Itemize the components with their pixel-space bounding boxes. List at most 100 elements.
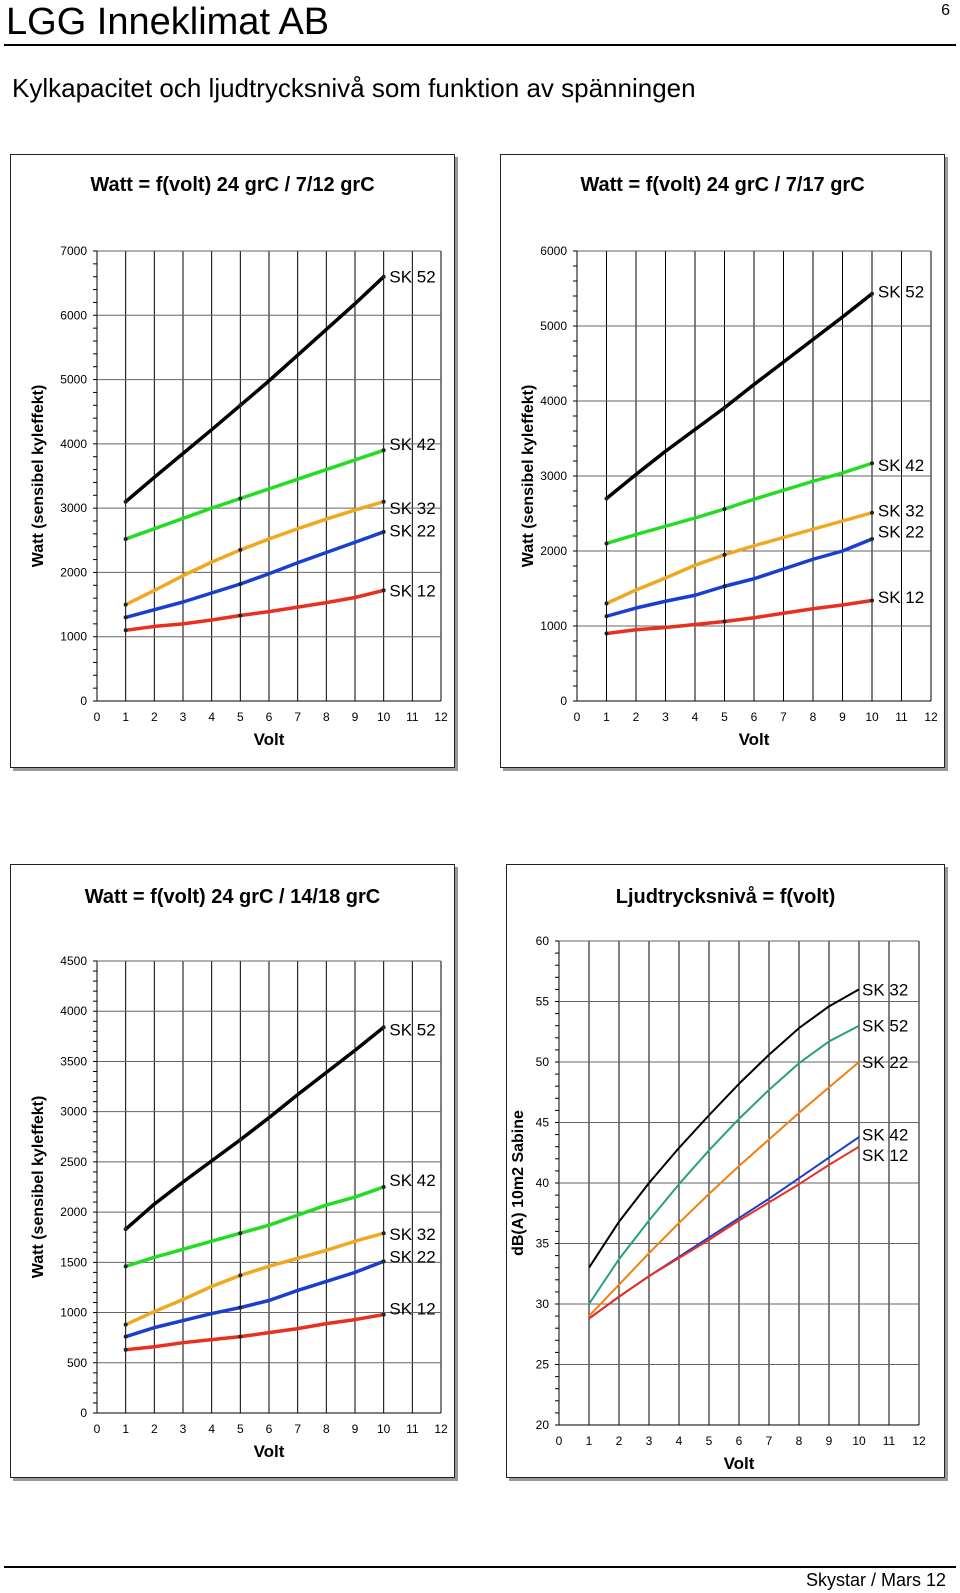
y-tick-label: 2000 <box>60 565 87 579</box>
data-point <box>604 601 609 606</box>
x-tick-label: 8 <box>323 710 330 724</box>
data-point <box>238 496 243 501</box>
series-line-sk-42 <box>125 448 385 541</box>
y-tick-label: 6000 <box>540 244 567 258</box>
x-tick-label: 9 <box>839 710 846 724</box>
series-label-sk-12: SK 12 <box>862 1146 908 1165</box>
series-label-sk-52: SK 52 <box>389 268 435 287</box>
data-point <box>123 615 128 620</box>
y-tick-label: 20 <box>536 1418 550 1432</box>
data-point <box>123 1322 128 1327</box>
data-point <box>123 628 128 633</box>
x-tick-label: 3 <box>180 1422 187 1436</box>
x-tick-label: 4 <box>676 1434 683 1448</box>
data-point <box>238 1273 243 1278</box>
y-tick-label: 3000 <box>540 469 567 483</box>
chart-4: Ljudtrycksnivå = f(volt)0 1 2 3 4 5 6 7 8 9 10 11 12… <box>510 885 926 1473</box>
page-subtitle: Kylkapacitet och ljudtrycksnivå som funk… <box>12 73 696 103</box>
data-point <box>123 602 128 607</box>
series-label-sk-22: SK 22 <box>862 1053 908 1072</box>
x-tick-label: 10 <box>865 710 879 724</box>
data-point <box>604 631 609 636</box>
y-tick-label: 4000 <box>60 1004 87 1018</box>
x-tick-label: 11 <box>406 710 419 724</box>
y-tick-label: 5000 <box>60 373 87 387</box>
series-line-sk-52 <box>124 1025 385 1231</box>
y-tick-label: 0 <box>80 694 87 708</box>
chart-title: Watt = f(volt) 24 grC / 7/17 grC <box>580 174 864 196</box>
series-label-sk-32: SK 32 <box>862 980 908 999</box>
data-point <box>722 507 727 511</box>
y-tick-label: 5000 <box>540 319 567 333</box>
y-tick-label: 3500 <box>60 1054 87 1068</box>
x-tick-label: 4 <box>208 1422 215 1436</box>
series-label-sk-22: SK 22 <box>389 522 435 541</box>
x-tick-label: 7 <box>766 1434 773 1448</box>
series-label-sk-42: SK 42 <box>389 435 435 454</box>
data-point <box>238 613 243 618</box>
data-point <box>381 588 386 593</box>
x-tick-label: 3 <box>646 1434 653 1448</box>
series-line-sk-32 <box>588 988 860 1269</box>
x-tick-label: 6 <box>266 710 273 724</box>
header-rule <box>4 44 956 46</box>
series-label-sk-52: SK 52 <box>862 1017 908 1036</box>
x-tick-label: 6 <box>736 1434 743 1448</box>
series-label-sk-52: SK 52 <box>878 283 924 302</box>
x-tick-label: 7 <box>780 710 787 724</box>
y-tick-label: 1500 <box>60 1255 87 1269</box>
y-tick-label: 4000 <box>540 394 567 408</box>
x-tick-label: 12 <box>912 1434 926 1448</box>
x-tick-label: 3 <box>662 710 669 724</box>
data-point <box>123 1227 128 1232</box>
data-point <box>381 1312 386 1317</box>
data-point <box>870 537 874 541</box>
series-line-sk-52 <box>124 275 385 504</box>
series-label-sk-22: SK 22 <box>389 1247 435 1266</box>
series-label-sk-12: SK 12 <box>389 1300 435 1319</box>
x-tick-label: 12 <box>434 1422 448 1436</box>
series-label-sk-12: SK 12 <box>878 588 924 607</box>
x-tick-label: 6 <box>266 1422 273 1436</box>
y-tick-label: 3000 <box>60 501 87 515</box>
x-tick-label: 2 <box>151 710 158 724</box>
data-point <box>238 1305 243 1310</box>
data-point <box>722 405 727 410</box>
series-line-sk-42 <box>605 461 873 546</box>
footer-text: Skystar / Mars 12 <box>805 1570 946 1590</box>
data-point <box>381 499 386 504</box>
y-tick-label: 4500 <box>60 954 87 968</box>
series-line-sk-32 <box>605 511 873 606</box>
data-point <box>381 274 386 279</box>
series-line-sk-22 <box>125 1259 385 1339</box>
y-axis-label: dB(A) 10m2 Sabine <box>510 1110 527 1256</box>
y-tick-label: 4000 <box>60 437 87 451</box>
data-point <box>870 461 874 466</box>
data-point <box>870 510 874 515</box>
x-tick-label: 9 <box>352 710 359 724</box>
x-tick-label: 8 <box>796 1434 803 1448</box>
series-line-sk-42 <box>125 1185 385 1269</box>
x-tick-label: 1 <box>122 1422 129 1436</box>
series-label-sk-32: SK 32 <box>878 502 924 521</box>
y-tick-label: 30 <box>536 1297 550 1311</box>
y-tick-label: 2000 <box>60 1205 87 1219</box>
x-tick-label: 9 <box>826 1434 833 1448</box>
x-tick-label: 11 <box>895 710 908 724</box>
x-tick-label: 11 <box>406 1422 419 1436</box>
series-line-sk-22 <box>588 1061 860 1317</box>
x-tick-label: 0 <box>94 710 101 724</box>
series-line-sk-32 <box>124 1231 385 1327</box>
data-point <box>604 614 609 619</box>
x-tick-label: 7 <box>294 1422 301 1436</box>
y-axis-label: Watt (sensibel kyleffekt) <box>30 385 47 568</box>
series-line-sk-32 <box>124 500 385 607</box>
data-point <box>238 1334 243 1339</box>
data-point <box>722 584 727 589</box>
y-tick-label: 3000 <box>60 1105 87 1119</box>
x-tick-label: 10 <box>377 1422 391 1436</box>
y-tick-label: 1000 <box>60 630 87 644</box>
y-axis-label: Watt (sensibel kyleffekt) <box>30 1096 47 1279</box>
series-line-sk-12 <box>125 1312 384 1352</box>
